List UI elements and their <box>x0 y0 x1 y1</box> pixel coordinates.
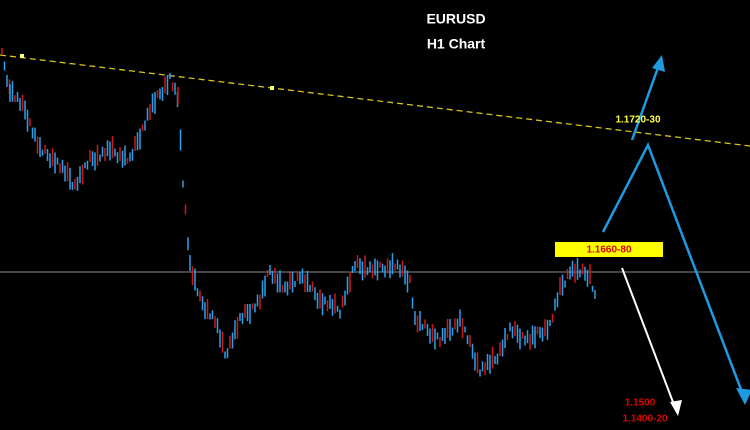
projection-arrow <box>630 61 662 141</box>
chart-subtitle: H1 Chart <box>427 36 486 52</box>
arrow-head <box>670 400 682 416</box>
trend-point <box>270 86 274 90</box>
trend-point <box>20 54 24 58</box>
annotation-box <box>555 242 663 257</box>
annotation: 1.1400-20 <box>622 414 667 425</box>
annotation: 1.1660-80 <box>586 245 631 256</box>
trend-line <box>0 54 750 147</box>
price-candles <box>1 48 596 377</box>
arrow-head <box>652 55 665 72</box>
projection-arrow <box>621 267 677 411</box>
chart-title: EURUSD <box>426 11 485 27</box>
arrow-head <box>736 388 750 405</box>
annotation: 1.1500 <box>625 398 656 409</box>
annotation: 1.1720-30 <box>615 115 660 126</box>
projection-arrow <box>601 141 747 401</box>
